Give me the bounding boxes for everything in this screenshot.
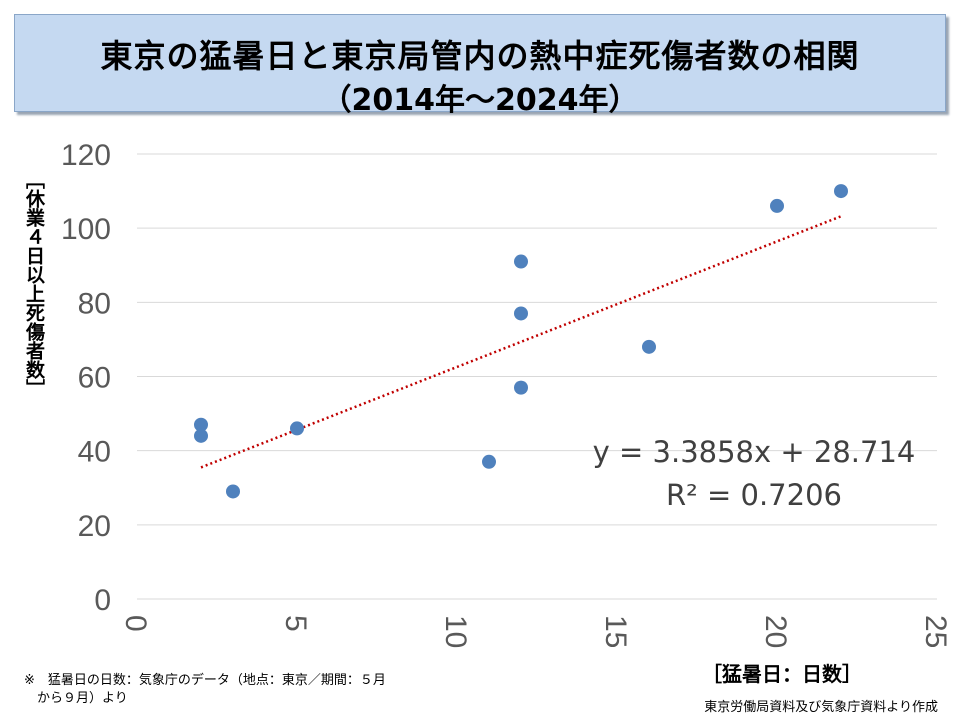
x-tick-label: 25 (919, 615, 952, 648)
y-tick-label: 60 (78, 362, 111, 395)
trendline-equation: y = 3.3858x + 28.714 (593, 435, 916, 469)
data-point (834, 184, 848, 199)
data-point (514, 254, 528, 269)
y-tick-label: 120 (61, 139, 111, 172)
r-squared-label: R² = 0.7206 (666, 478, 842, 512)
y-tick-label: 40 (78, 436, 111, 469)
footnote-line-1: ※ 猛暑日の日数：気象庁のデータ（地点：東京／期間：５月 (24, 673, 386, 688)
chart-title: 東京の猛暑日と東京局管内の熱中症死傷者数の相関 (100, 37, 860, 75)
footnote-line-2: から９月）より (24, 691, 128, 706)
source-credit: 東京労働局資料及び気象庁資料より作成 (704, 700, 938, 715)
x-tick-label: 20 (759, 615, 792, 648)
data-point (514, 380, 528, 395)
y-tick-label: 100 (61, 213, 111, 246)
data-point (642, 339, 656, 354)
chart-subtitle: （2014年～2024年） (321, 83, 639, 118)
y-tick-label: 20 (78, 510, 111, 543)
footnote: ※ 猛暑日の日数：気象庁のデータ（地点：東京／期間：５月 から９月）より (24, 672, 484, 708)
x-axis-label: ［猛暑日：日数］ (702, 662, 862, 686)
title-banner: 東京の猛暑日と東京局管内の熱中症死傷者数の相関 （2014年～2024年） (14, 14, 946, 118)
data-point (770, 198, 784, 213)
x-tick-label: 0 (119, 615, 152, 632)
x-tick-label: 15 (599, 615, 632, 648)
y-tick-label: 80 (78, 287, 111, 320)
x-tick-label: 10 (439, 615, 472, 648)
x-tick-label: 5 (279, 615, 312, 632)
data-point (194, 417, 208, 432)
data-point (482, 454, 496, 469)
data-point (226, 484, 240, 499)
y-tick-label: 0 (94, 584, 111, 617)
data-point (514, 306, 528, 321)
data-point (194, 428, 208, 443)
data-point (290, 421, 304, 436)
y-axis-label: ［休業４日以上死傷者数］ (23, 170, 45, 398)
